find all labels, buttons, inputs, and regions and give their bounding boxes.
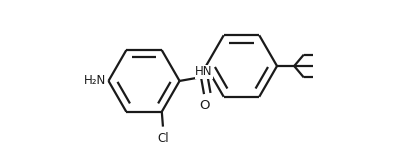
Text: O: O (199, 99, 209, 112)
Text: H₂N: H₂N (83, 74, 106, 87)
Text: Cl: Cl (157, 132, 169, 145)
Text: HN: HN (195, 65, 213, 78)
